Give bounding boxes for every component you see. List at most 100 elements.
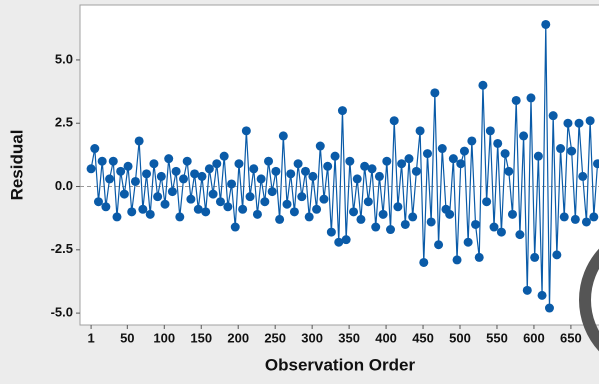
data-point	[400, 219, 410, 229]
data-point	[119, 189, 129, 199]
data-point	[430, 88, 440, 98]
data-point	[467, 136, 477, 146]
data-point	[345, 156, 355, 166]
data-point	[275, 214, 285, 224]
data-point	[552, 250, 562, 260]
data-point	[419, 257, 429, 267]
data-point	[193, 204, 203, 214]
x-tick-label: 1	[87, 330, 94, 345]
data-point	[382, 156, 392, 166]
data-point	[234, 159, 244, 169]
data-point	[241, 126, 251, 136]
data-point	[105, 174, 115, 184]
data-point	[393, 202, 403, 212]
data-point	[386, 225, 396, 235]
data-point	[371, 222, 381, 232]
data-point	[570, 214, 580, 224]
x-tick-label: 350	[338, 330, 360, 345]
data-point	[445, 209, 455, 219]
data-point	[179, 174, 189, 184]
data-point	[319, 194, 329, 204]
data-point	[108, 156, 118, 166]
plot-layer	[80, 19, 599, 313]
data-point	[149, 159, 159, 169]
data-point	[127, 207, 137, 217]
y-tick-label: -5.0	[51, 305, 73, 320]
y-tick-label: 0.0	[55, 178, 73, 193]
data-point	[508, 209, 517, 219]
x-tick-label: 250	[264, 330, 286, 345]
data-point	[341, 235, 351, 245]
data-point	[360, 161, 370, 171]
data-point	[308, 171, 318, 181]
data-point	[537, 290, 547, 300]
data-point	[271, 166, 281, 176]
data-point	[482, 197, 492, 207]
data-point	[404, 154, 414, 164]
data-point	[330, 151, 340, 161]
data-point	[304, 212, 314, 222]
data-point	[227, 179, 237, 189]
data-point	[563, 118, 573, 128]
data-point	[323, 161, 333, 171]
data-point	[581, 217, 591, 227]
data-point	[249, 164, 259, 174]
data-point	[153, 192, 163, 202]
data-point	[123, 161, 133, 171]
data-point	[171, 166, 181, 176]
data-point	[437, 144, 447, 154]
data-point	[489, 222, 499, 232]
x-tick-label: 400	[375, 330, 397, 345]
data-point	[511, 95, 521, 105]
y-tick-label: -2.5	[51, 241, 73, 256]
data-point	[411, 166, 421, 176]
data-point	[585, 116, 595, 126]
data-point	[286, 169, 296, 179]
x-tick-label: 200	[227, 330, 249, 345]
data-point	[278, 131, 288, 141]
x-tick-label: 100	[153, 330, 175, 345]
data-point	[315, 141, 325, 151]
data-point	[397, 159, 407, 169]
data-point	[593, 159, 599, 169]
data-point	[164, 154, 174, 164]
data-point	[471, 219, 481, 229]
data-point	[522, 285, 532, 295]
data-point	[541, 19, 551, 29]
data-point	[426, 217, 436, 227]
data-point	[548, 111, 558, 121]
data-point	[448, 154, 458, 164]
data-point	[589, 212, 599, 222]
data-point	[374, 171, 384, 181]
data-point	[267, 187, 277, 197]
data-point	[496, 227, 506, 237]
data-point	[297, 192, 307, 202]
plot-area	[79, 4, 599, 326]
data-point	[378, 209, 388, 219]
data-point	[500, 149, 510, 159]
data-point	[156, 171, 166, 181]
x-tick-label: 600	[523, 330, 545, 345]
data-point	[363, 197, 373, 207]
data-point	[252, 209, 262, 219]
data-point	[578, 171, 588, 181]
data-point	[90, 144, 100, 154]
data-point	[145, 209, 155, 219]
data-point	[544, 303, 554, 313]
data-point	[300, 166, 310, 176]
data-point	[215, 197, 225, 207]
data-point	[493, 138, 503, 148]
data-point	[356, 214, 366, 224]
data-point	[422, 149, 432, 159]
data-point	[352, 174, 362, 184]
data-point	[256, 174, 266, 184]
data-point	[474, 252, 484, 262]
data-point	[293, 159, 303, 169]
data-point	[530, 252, 540, 262]
data-point	[504, 166, 514, 176]
data-point	[212, 159, 222, 169]
data-point	[434, 240, 444, 250]
data-point	[201, 207, 211, 217]
data-point	[312, 204, 322, 214]
